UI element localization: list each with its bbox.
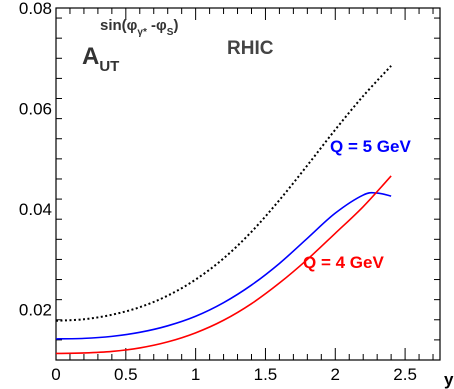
observable-main: A — [82, 43, 99, 70]
series-label-blue: Q = 5 GeV — [330, 137, 411, 156]
observable-sup-sub2: S — [167, 27, 174, 38]
observable-sup-end: ) — [173, 17, 178, 34]
observable-sup-mid: -φ — [147, 17, 167, 34]
x-tick-label: 2 — [331, 365, 340, 384]
x-tick-label: 0 — [51, 365, 60, 384]
axis-ticks — [55, 8, 440, 361]
y-tick-label: 0.04 — [19, 200, 52, 219]
series-line-black-dotted — [55, 65, 392, 322]
x-tick-label: 1.5 — [254, 365, 278, 384]
series-label-red: Q = 4 GeV — [303, 253, 384, 272]
observable-sup: sin(φ — [100, 17, 138, 34]
x-tick-label: 2.5 — [393, 365, 417, 384]
experiment-label: RHIC — [227, 38, 274, 59]
tick-labels: 0 0.5 1 1.5 2 2.5 0.02 0.04 0.06 0.08 — [19, 0, 417, 384]
y-tick-label: 0.08 — [19, 0, 52, 18]
series-line-red — [55, 175, 392, 355]
x-tick-label: 1 — [191, 365, 200, 384]
observable-sup-sub1: γ* — [137, 27, 147, 38]
x-axis-label: y — [444, 370, 454, 389]
series-line-blue — [55, 191, 392, 340]
y-tick-label: 0.02 — [19, 301, 52, 320]
plot-frame — [55, 7, 441, 361]
y-tick-label: 0.06 — [19, 100, 52, 119]
observable-superscript: sin(φγ* -φS) — [100, 17, 178, 38]
x-tick-label: 0.5 — [114, 365, 138, 384]
observable-label: AUT — [82, 43, 119, 75]
series-lines — [55, 65, 392, 355]
observable-sub: UT — [99, 58, 119, 75]
